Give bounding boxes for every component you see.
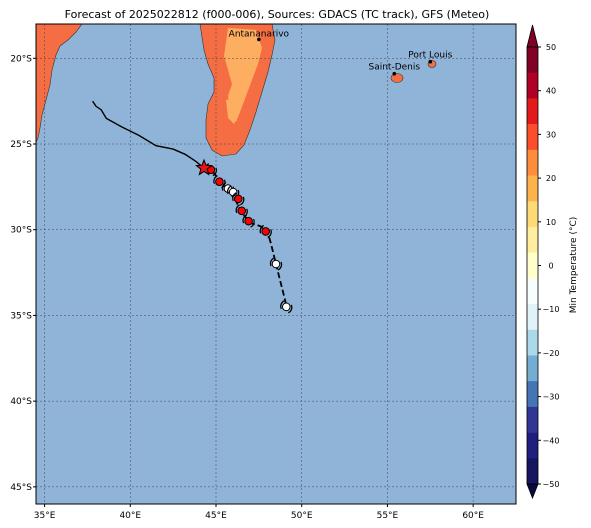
lat-tick-label: 45°S: [10, 483, 32, 493]
colorbar-segment: [527, 252, 538, 279]
colorbar-segment: [527, 304, 538, 331]
colorbar-tick-label: 10: [546, 218, 556, 227]
star-icon: [195, 158, 213, 176]
cyclone-symbol-icon: [235, 204, 248, 218]
colorbar-tick-label: −30: [543, 393, 560, 402]
colorbar-segment: [527, 72, 538, 99]
colorbar-segment: [527, 124, 538, 151]
colorbar-segment: [527, 278, 538, 305]
lat-tick-label: 30°S: [10, 226, 32, 236]
lon-tick-label: 50°E: [291, 511, 313, 521]
colorbar-segment: [527, 406, 538, 433]
colorbar-tick-label: −50: [543, 480, 560, 489]
cyclone-symbol-icon: [280, 300, 293, 314]
lat-tick-label: 20°S: [10, 54, 32, 64]
colorbar-segment: [527, 201, 538, 228]
colorbar-segment: [527, 458, 538, 485]
map-panel: Antananarivo Port Louis Saint-Denis 35°E 40…: [10, 23, 517, 521]
colorbar-tick-label: 20: [546, 174, 556, 183]
past-track-line: [92, 100, 205, 169]
colorbar-segment: [527, 226, 538, 253]
city-dot-icon: [392, 71, 397, 76]
lon-tick-label: 55°E: [377, 511, 399, 521]
city-dot-icon: [428, 59, 433, 64]
colorbar-tick-label: 0: [548, 262, 553, 271]
gridlines: [36, 24, 516, 504]
colorbar-arrow-top: [526, 24, 539, 48]
colorbar-tick-label: −10: [543, 305, 560, 314]
colorbar-tick-label: 40: [546, 87, 556, 96]
colorbar-segment: [527, 432, 538, 459]
colorbar-tick-label: −20: [543, 349, 560, 358]
colorbar-segment: [527, 175, 538, 202]
cyclone-symbol-icon: [269, 257, 283, 271]
city-label: Port Louis: [408, 51, 452, 61]
map-frame: [35, 23, 517, 505]
cyclone-symbol-icon: [259, 224, 272, 238]
cyclone-symbol-icon: [232, 192, 245, 206]
figure-title: Forecast of 2025022812 (f000-006), Sourc…: [65, 8, 490, 21]
lat-tick-label: 35°S: [10, 311, 32, 321]
colorbar-tick-label: 30: [546, 130, 556, 139]
colorbar-segment: [527, 149, 538, 176]
axis-ticks: 35°E 40°E 45°E 50°E 55°E 60°E 20°S 25°S 30°S 35°S…: [10, 54, 484, 521]
city-label: Saint-Denis: [368, 63, 420, 73]
colorbar-segment: [527, 355, 538, 382]
lon-tick-label: 35°E: [34, 511, 56, 521]
lat-tick-label: 25°S: [10, 140, 32, 150]
colorbar-segment: [527, 329, 538, 356]
cyclone-symbol-icon: [213, 175, 226, 189]
colorbar-segment: [527, 98, 538, 125]
lon-tick-label: 60°E: [462, 511, 484, 521]
colorbar-segment: [527, 381, 538, 408]
colorbar-tick-label: −40: [543, 436, 560, 445]
city-dot-icon: [257, 37, 261, 42]
africa-land: [36, 24, 83, 143]
lon-tick-label: 40°E: [119, 511, 141, 521]
cyclone-symbol-icon: [242, 214, 255, 228]
colorbar-segment: [527, 47, 538, 74]
cyclone-track: [92, 100, 293, 314]
colorbar-label: Min Temperature (°C): [569, 217, 579, 314]
colorbar: 50 40 30 20 10 0 −10 −20 −30 −40 −50: [526, 24, 560, 500]
lat-tick-label: 40°S: [10, 397, 32, 407]
colorbar-arrow-bottom: [526, 483, 539, 500]
reunion-island: [390, 73, 404, 83]
lon-tick-label: 45°E: [205, 511, 227, 521]
madagascar-highlands-south: [226, 98, 240, 124]
city-label: Antananarivo: [229, 29, 290, 39]
colorbar-tick-label: 50: [546, 43, 556, 52]
city-markers: Antananarivo Port Louis Saint-Denis: [229, 29, 453, 76]
